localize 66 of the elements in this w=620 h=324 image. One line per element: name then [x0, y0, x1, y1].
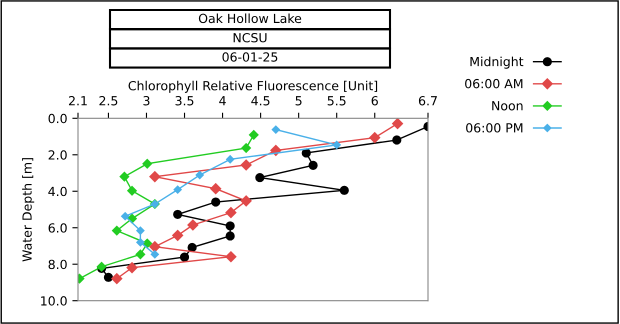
point — [180, 252, 190, 262]
y-tick-label: 2.0 — [48, 150, 67, 160]
x-tick-label: 6.7 — [418, 96, 437, 106]
point — [240, 159, 252, 170]
point — [149, 241, 160, 252]
point — [240, 195, 252, 206]
chart-subtitle: NCSU — [234, 32, 266, 42]
x-axis-title: Chlorophyll Relative Fluorescence [Unit] — [128, 80, 378, 93]
point — [136, 250, 146, 260]
legend-label: 06:00 PM — [466, 123, 522, 133]
x-tick-label: 5.5 — [328, 96, 346, 106]
x-tick-label: 2.5 — [99, 96, 118, 106]
point — [188, 242, 197, 252]
y-tick-label: 8.0 — [48, 260, 67, 270]
legend-label: 06:00 AM — [465, 78, 522, 88]
y-tick-label: 0.0 — [48, 114, 67, 124]
x-tick-label: 3 — [143, 96, 150, 106]
point — [150, 250, 159, 259]
x-tick-label: 4 — [219, 96, 226, 106]
point — [392, 118, 404, 130]
x-tick-label: 3.5 — [176, 96, 194, 106]
point — [210, 183, 222, 194]
point — [248, 130, 259, 140]
point — [226, 231, 235, 241]
point — [121, 212, 130, 220]
point — [226, 155, 234, 164]
point — [104, 272, 114, 282]
x-tick-label: 4.5 — [251, 96, 270, 106]
point — [272, 125, 280, 134]
x-tick-label: 6 — [372, 96, 378, 106]
point — [111, 273, 122, 284]
point — [255, 172, 264, 182]
point — [340, 186, 349, 195]
point — [225, 251, 236, 262]
point — [196, 170, 204, 180]
point — [120, 172, 130, 182]
point — [142, 158, 152, 169]
point — [127, 186, 137, 196]
point — [112, 226, 122, 236]
legend-label: Noon — [492, 101, 523, 110]
point — [308, 160, 318, 170]
point — [126, 262, 138, 274]
point — [241, 143, 251, 153]
y-tick-label: 10.0 — [41, 296, 67, 306]
x-tick-label: 2.1 — [68, 96, 87, 106]
point — [302, 148, 311, 158]
point — [369, 132, 380, 144]
text: 06-01-25 — [222, 52, 278, 62]
point — [187, 219, 198, 231]
point — [172, 230, 184, 241]
point — [225, 207, 236, 218]
point — [226, 221, 235, 230]
x-tick-label: 5 — [296, 96, 302, 106]
y-tick-label: 4.0 — [48, 186, 67, 196]
legend-label: Midnight — [470, 56, 524, 69]
y-tick-label: 6.0 — [48, 223, 67, 233]
point — [174, 185, 182, 194]
point — [392, 135, 402, 145]
point — [173, 210, 182, 220]
chart-title: Oak Hollow Lake — [198, 13, 302, 24]
point — [149, 171, 160, 182]
point — [211, 197, 220, 207]
y-axis-title: Water Depth [m] — [22, 158, 34, 262]
point — [136, 226, 145, 235]
point — [332, 140, 341, 150]
point — [136, 238, 145, 246]
